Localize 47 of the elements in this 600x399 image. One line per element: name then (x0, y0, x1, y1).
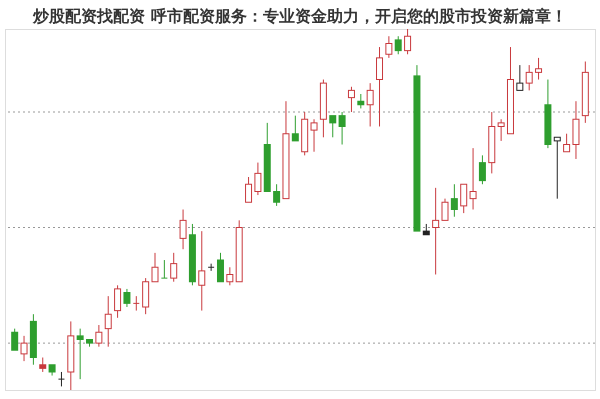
candlestick (292, 115, 299, 142)
candlestick (478, 154, 486, 185)
candlestick (394, 36, 402, 55)
candlestick (526, 64, 533, 91)
candlestick (11, 328, 18, 351)
candlestick (516, 64, 524, 91)
candlestick (114, 284, 122, 318)
chart-title: 炒股配资找配资 呼市配资服务：专业资金助力，开启您的股市投资新篇章！ (32, 6, 567, 26)
candlestick (208, 263, 215, 272)
candlestick (180, 209, 187, 250)
candlestick (20, 335, 28, 362)
candlestick (104, 296, 112, 348)
candlestick (470, 148, 477, 210)
candlestick (442, 198, 448, 221)
candlestick (76, 328, 84, 380)
candlestick (58, 371, 65, 387)
candlestick (245, 176, 252, 203)
candlestick (422, 223, 430, 236)
candlestick (535, 57, 542, 80)
candlestick (216, 252, 224, 282)
candlestick (273, 184, 280, 206)
candlestick (554, 136, 561, 200)
candlestick (198, 230, 206, 312)
candlestick (226, 266, 234, 286)
candlestick (385, 36, 392, 58)
candlestick (498, 118, 505, 142)
candlestick (404, 28, 412, 55)
candlestick (48, 364, 56, 376)
candlestick (123, 288, 130, 308)
candlestick (563, 133, 570, 152)
candlestick (310, 118, 318, 152)
candlestick (254, 162, 262, 196)
candlestick (170, 252, 178, 282)
candlestick (152, 252, 158, 282)
candlestick (160, 260, 168, 279)
candlestick (366, 82, 374, 127)
candlestick (348, 86, 355, 113)
candlestick (338, 112, 346, 146)
candlestick (329, 115, 336, 138)
candlestick (39, 357, 46, 372)
candlestick (132, 296, 140, 312)
candlestick (432, 187, 440, 275)
candlestick (357, 93, 364, 109)
candlestick (450, 184, 458, 218)
candlestick (95, 324, 102, 348)
candlestick (376, 46, 384, 127)
candlestick (460, 184, 468, 214)
